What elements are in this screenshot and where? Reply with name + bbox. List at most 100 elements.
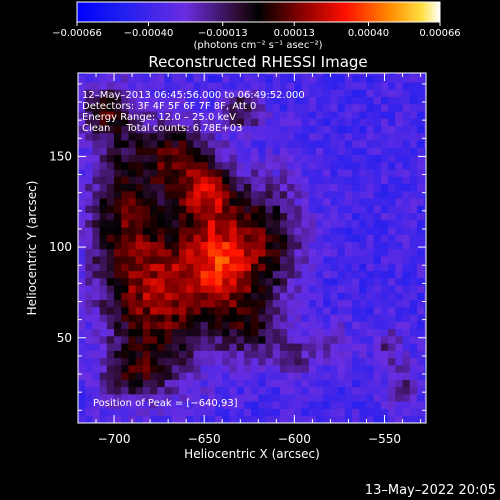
heatmap-cell xyxy=(229,212,238,221)
heatmap-cell xyxy=(193,118,202,126)
heatmap-cell xyxy=(164,147,173,155)
heatmap-cell xyxy=(150,190,158,199)
heatmap-cell xyxy=(316,386,324,395)
heatmap-cell xyxy=(186,335,194,344)
heatmap-cell xyxy=(308,306,317,315)
heatmap-cell xyxy=(251,73,259,76)
heatmap-cell xyxy=(243,256,252,264)
heatmap-cell xyxy=(106,118,115,126)
heatmap-cell xyxy=(330,183,339,192)
heatmap-cell xyxy=(323,299,331,308)
heatmap-cell xyxy=(409,103,418,112)
heatmap-cell xyxy=(287,234,295,243)
heatmap-cell xyxy=(301,408,310,417)
heatmap-cell xyxy=(380,256,389,264)
heatmap-cell xyxy=(308,147,317,155)
heatmap-cell xyxy=(337,89,346,97)
heatmap-cell xyxy=(178,270,187,279)
heatmap-cell xyxy=(178,74,187,83)
heatmap-cell xyxy=(222,270,230,279)
heatmap-cell xyxy=(424,248,427,257)
heatmap-cell xyxy=(344,364,353,373)
heatmap-cell xyxy=(352,212,360,221)
heatmap-cell xyxy=(352,154,360,163)
heatmap-cell xyxy=(251,212,259,221)
heatmap-cell xyxy=(157,227,165,235)
heatmap-cell xyxy=(92,140,101,148)
heatmap-cell xyxy=(99,401,108,409)
heatmap-cell xyxy=(301,350,310,359)
heatmap-cell xyxy=(178,198,187,206)
heatmap-cell xyxy=(337,140,346,148)
heatmap-cell xyxy=(251,364,259,373)
heatmap-cell xyxy=(85,190,93,199)
heatmap-cell xyxy=(373,343,382,351)
heatmap-cell xyxy=(106,241,115,250)
heatmap-cell xyxy=(373,321,382,330)
heatmap-cell xyxy=(287,103,295,112)
heatmap-cell xyxy=(171,372,180,380)
heatmap-cell xyxy=(265,343,274,351)
heatmap-cell xyxy=(121,190,129,199)
heatmap-cell xyxy=(142,350,151,359)
heatmap-cell xyxy=(128,96,137,105)
heatmap-cell xyxy=(128,190,137,199)
heatmap-cell xyxy=(265,321,274,330)
heatmap-cell xyxy=(164,212,173,221)
heatmap-cell xyxy=(243,393,252,402)
heatmap-cell xyxy=(402,350,411,359)
heatmap-cell xyxy=(373,299,382,308)
heatmap-cell xyxy=(416,89,425,97)
heatmap-cell xyxy=(316,241,324,250)
heatmap-cell xyxy=(135,89,144,97)
heatmap-cell xyxy=(135,285,144,293)
heatmap-cell xyxy=(279,176,288,185)
heatmap-cell xyxy=(388,190,396,199)
heatmap-cell xyxy=(294,118,302,126)
heatmap-cell xyxy=(85,350,93,359)
heatmap-cell xyxy=(142,132,151,141)
heatmap-cell xyxy=(308,364,317,373)
heatmap-cell xyxy=(409,205,418,214)
heatmap-cell xyxy=(258,154,266,163)
heatmap-cell xyxy=(135,219,144,228)
heatmap-cell xyxy=(243,408,252,417)
heatmap-cell xyxy=(395,321,403,330)
heatmap-cell xyxy=(424,372,427,380)
heatmap-cell xyxy=(352,270,360,279)
heatmap-cell xyxy=(287,415,295,424)
heatmap-cell xyxy=(207,321,216,330)
heatmap-cell xyxy=(135,169,144,177)
heatmap-cell xyxy=(121,82,129,90)
heatmap-cell xyxy=(265,73,274,76)
heatmap-cell xyxy=(330,314,339,322)
heatmap-cell xyxy=(222,147,230,155)
heatmap-cell xyxy=(402,241,411,250)
heatmap-cell xyxy=(344,241,353,250)
heatmap-cell xyxy=(251,74,259,83)
heatmap-cell xyxy=(380,408,389,417)
heatmap-cell xyxy=(323,321,331,330)
heatmap-cell xyxy=(99,96,108,105)
heatmap-cell xyxy=(402,248,411,257)
heatmap-cell xyxy=(337,343,346,351)
heatmap-cell xyxy=(265,256,274,264)
heatmap-cell xyxy=(157,408,165,417)
heatmap-cell xyxy=(380,140,389,148)
heatmap-cell xyxy=(258,350,266,359)
heatmap-cell xyxy=(323,350,331,359)
heatmap-cell xyxy=(114,306,122,315)
heatmap-cell xyxy=(215,256,223,264)
heatmap-cell xyxy=(99,82,108,90)
heatmap-cell xyxy=(85,118,93,126)
heatmap-cell xyxy=(279,314,288,322)
heatmap-cell xyxy=(294,74,302,83)
heatmap-cell xyxy=(388,73,396,76)
heatmap-cell xyxy=(272,386,281,395)
heatmap-cell xyxy=(157,270,165,279)
heatmap-cell xyxy=(92,154,101,163)
heatmap-cell xyxy=(308,176,317,185)
heatmap-cell xyxy=(388,285,396,293)
heatmap-cell xyxy=(337,176,346,185)
heatmap-cell xyxy=(330,198,339,206)
